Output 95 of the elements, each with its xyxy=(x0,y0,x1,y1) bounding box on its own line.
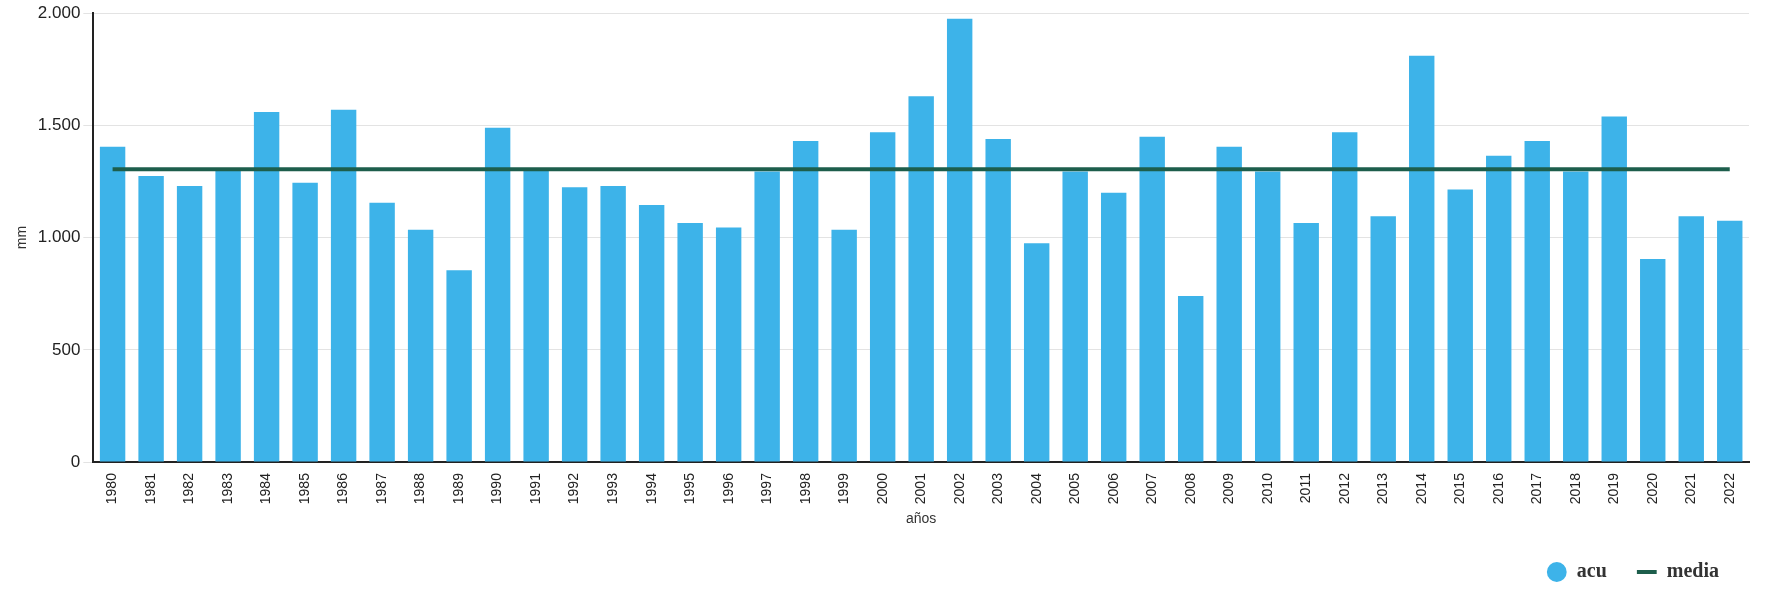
x-tick-label: 2016 xyxy=(1489,472,1506,505)
x-tick-label: 1986 xyxy=(334,472,351,505)
x-tick-label: 1998 xyxy=(796,472,813,505)
bar xyxy=(831,229,857,462)
bar xyxy=(561,187,588,462)
x-tick-label: 2009 xyxy=(1220,472,1237,505)
legend-label: acu xyxy=(1576,559,1607,582)
x-axis-title: años xyxy=(905,510,937,527)
x-tick-label: 1983 xyxy=(218,472,235,505)
bar xyxy=(1717,220,1743,462)
bar xyxy=(253,111,280,462)
bar xyxy=(1062,171,1088,462)
bar xyxy=(1524,141,1550,462)
bar xyxy=(908,96,934,462)
x-tick-label: 1984 xyxy=(257,472,274,505)
x-tick-label: 1993 xyxy=(604,472,620,505)
x-tick-label: 1997 xyxy=(758,472,775,505)
x-tick-label: 2000 xyxy=(873,472,890,505)
bar xyxy=(138,175,164,462)
bar xyxy=(330,109,357,462)
bar xyxy=(407,229,434,462)
bar xyxy=(99,146,126,462)
x-tick-label: 2015 xyxy=(1451,472,1468,505)
bar xyxy=(1409,55,1435,462)
bar xyxy=(638,205,665,462)
x-tick-label: 1981 xyxy=(141,472,158,505)
x-tick-label: 2022 xyxy=(1720,472,1737,505)
bar xyxy=(985,138,1011,462)
bar xyxy=(1447,189,1473,462)
x-tick-label: 2001 xyxy=(912,472,929,505)
bar xyxy=(715,227,742,462)
bar xyxy=(1177,295,1204,462)
x-tick-label: 1994 xyxy=(642,472,659,505)
bar xyxy=(1023,243,1050,462)
bar xyxy=(1255,171,1281,462)
bar xyxy=(677,223,703,462)
x-tick-label: 2013 xyxy=(1374,472,1391,505)
bar xyxy=(446,270,472,462)
bar xyxy=(600,186,626,462)
x-tick-label: 1995 xyxy=(681,472,698,505)
x-tick-label: 1999 xyxy=(835,472,852,505)
x-tick-label: 2002 xyxy=(950,472,967,505)
bar xyxy=(946,18,973,462)
y-tick-label: 0 xyxy=(70,451,81,471)
y-axis-title: mm xyxy=(13,225,30,250)
x-tick-label: 1985 xyxy=(295,472,312,505)
bar xyxy=(1640,258,1666,462)
bar xyxy=(215,170,241,462)
bar xyxy=(1563,171,1589,462)
bar xyxy=(792,141,819,462)
bar xyxy=(1100,192,1127,462)
bar xyxy=(1216,146,1242,462)
x-tick-label: 2018 xyxy=(1566,472,1583,505)
x-tick-label: 2020 xyxy=(1643,472,1660,505)
x-tick-label: 1980 xyxy=(103,472,120,505)
bar xyxy=(1486,155,1512,462)
bar xyxy=(869,132,896,462)
x-tick-label: 1990 xyxy=(488,472,505,505)
y-tick-label: 2.000 xyxy=(37,2,81,22)
x-tick-label: 1992 xyxy=(565,472,582,505)
bar xyxy=(369,202,395,462)
x-tick-label: 2007 xyxy=(1143,472,1160,505)
x-tick-label: 1991 xyxy=(526,472,543,505)
x-tick-label: 2010 xyxy=(1258,472,1275,505)
legend-label: media xyxy=(1666,559,1719,582)
bar xyxy=(1370,216,1396,462)
x-tick-label: 1989 xyxy=(449,472,466,505)
bar xyxy=(754,171,780,462)
bar xyxy=(1332,132,1358,462)
bar xyxy=(1601,116,1627,462)
y-tick-label: 1.500 xyxy=(37,115,81,135)
bar xyxy=(1678,216,1704,462)
x-tick-label: 2014 xyxy=(1412,472,1429,505)
x-tick-label: 1987 xyxy=(372,472,389,505)
x-tick-label: 2006 xyxy=(1104,472,1121,505)
x-tick-label: 1996 xyxy=(719,472,736,505)
y-tick-label: 500 xyxy=(51,339,81,359)
x-tick-label: 1982 xyxy=(180,472,197,505)
bar xyxy=(292,182,318,462)
x-tick-label: 1988 xyxy=(411,472,428,505)
bar xyxy=(176,186,203,462)
x-tick-label: 2021 xyxy=(1682,472,1699,505)
y-tick-label: 1.000 xyxy=(37,227,81,247)
x-tick-label: 2003 xyxy=(989,472,1006,505)
x-tick-label: 2017 xyxy=(1528,472,1545,505)
bar xyxy=(523,170,549,462)
x-tick-label: 2008 xyxy=(1181,472,1198,505)
bar xyxy=(1139,136,1165,462)
bar xyxy=(1293,223,1319,462)
x-tick-label: 2004 xyxy=(1027,472,1044,505)
bar xyxy=(484,127,511,462)
x-tick-label: 2011 xyxy=(1297,472,1314,504)
x-tick-label: 2005 xyxy=(1066,472,1083,505)
x-tick-label: 2012 xyxy=(1335,472,1352,505)
x-tick-label: 2019 xyxy=(1605,472,1622,505)
